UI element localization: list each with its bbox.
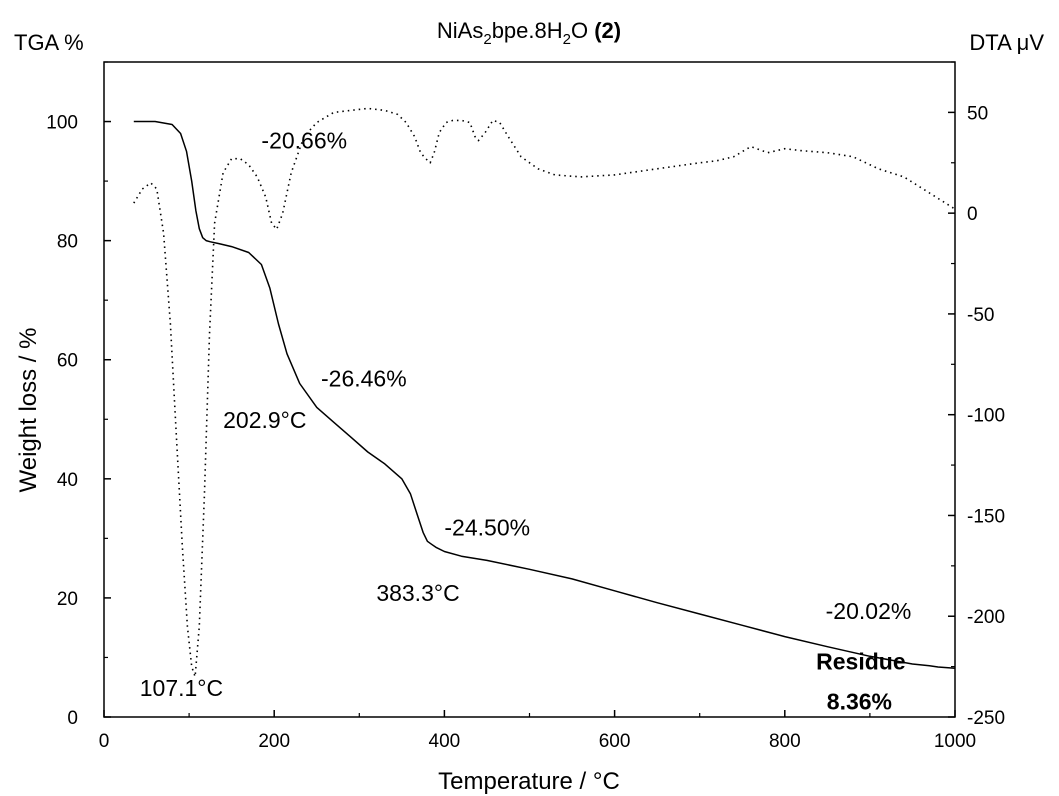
y-tick-label: 20 bbox=[57, 589, 78, 610]
annotation-label: -26.46% bbox=[321, 366, 407, 392]
left-axis-corner-label: TGA % bbox=[14, 30, 84, 55]
annotation-label: 202.9°C bbox=[223, 407, 306, 433]
title-part: bpe.8H bbox=[492, 18, 563, 43]
y2-tick-label: -50 bbox=[967, 305, 994, 326]
annotation-label: 107.1°C bbox=[140, 675, 223, 701]
right-axis-corner-label: DTA μV bbox=[969, 30, 1044, 55]
x-tick-label: 600 bbox=[599, 731, 631, 752]
tga-series-line bbox=[133, 120, 956, 669]
title-part: (2) bbox=[594, 18, 621, 43]
x-tick-label: 200 bbox=[258, 731, 290, 752]
annotations: -20.66% 202.9°C -26.46% 383.3°C -24.50% 107.1… bbox=[140, 127, 912, 714]
y2-tick-label: -250 bbox=[967, 708, 1005, 729]
y2-tick-label: -150 bbox=[967, 506, 1005, 527]
x-axis-ticks: 0 200 400 600 800 1000 bbox=[99, 710, 976, 752]
annotation-label: -20.02% bbox=[826, 598, 912, 624]
annotation-label: Residue bbox=[816, 648, 905, 674]
y-axis-ticks: 0 20 40 60 80 100 bbox=[46, 61, 111, 729]
y-tick-label: 60 bbox=[57, 351, 78, 372]
title-part: O bbox=[571, 18, 594, 43]
y-axis-title: Weight loss / % bbox=[15, 328, 42, 493]
annotation-label: 8.36% bbox=[827, 688, 892, 714]
y2-tick-label: 0 bbox=[967, 204, 978, 225]
y2-tick-label: -200 bbox=[967, 607, 1005, 628]
title-part: 2 bbox=[563, 31, 571, 48]
annotation-label: -20.66% bbox=[261, 127, 347, 153]
chart-title: NiAs2bpe.8H2O (2) bbox=[437, 18, 621, 48]
x-tick-label: 1000 bbox=[934, 731, 976, 752]
annotation-label: -24.50% bbox=[444, 514, 530, 540]
x-tick-label: 0 bbox=[99, 731, 110, 752]
y2-tick-label: 50 bbox=[967, 103, 988, 124]
title-part: NiAs bbox=[437, 18, 483, 43]
x-tick-label: 800 bbox=[769, 731, 801, 752]
x-tick-label: 400 bbox=[429, 731, 461, 752]
title-part: 2 bbox=[483, 31, 491, 48]
x-axis-title: Temperature / °C bbox=[438, 768, 620, 795]
y-tick-label: 40 bbox=[57, 470, 78, 491]
y2-axis-ticks: -250 -200 -150 -100 -50 0 50 bbox=[948, 61, 1005, 729]
series-group bbox=[133, 107, 956, 678]
y2-tick-label: -100 bbox=[967, 406, 1005, 427]
annotation-label: 383.3°C bbox=[376, 580, 459, 606]
y-tick-label: 100 bbox=[46, 113, 78, 134]
y-tick-label: 80 bbox=[57, 232, 78, 253]
y-tick-label: 0 bbox=[67, 708, 78, 729]
